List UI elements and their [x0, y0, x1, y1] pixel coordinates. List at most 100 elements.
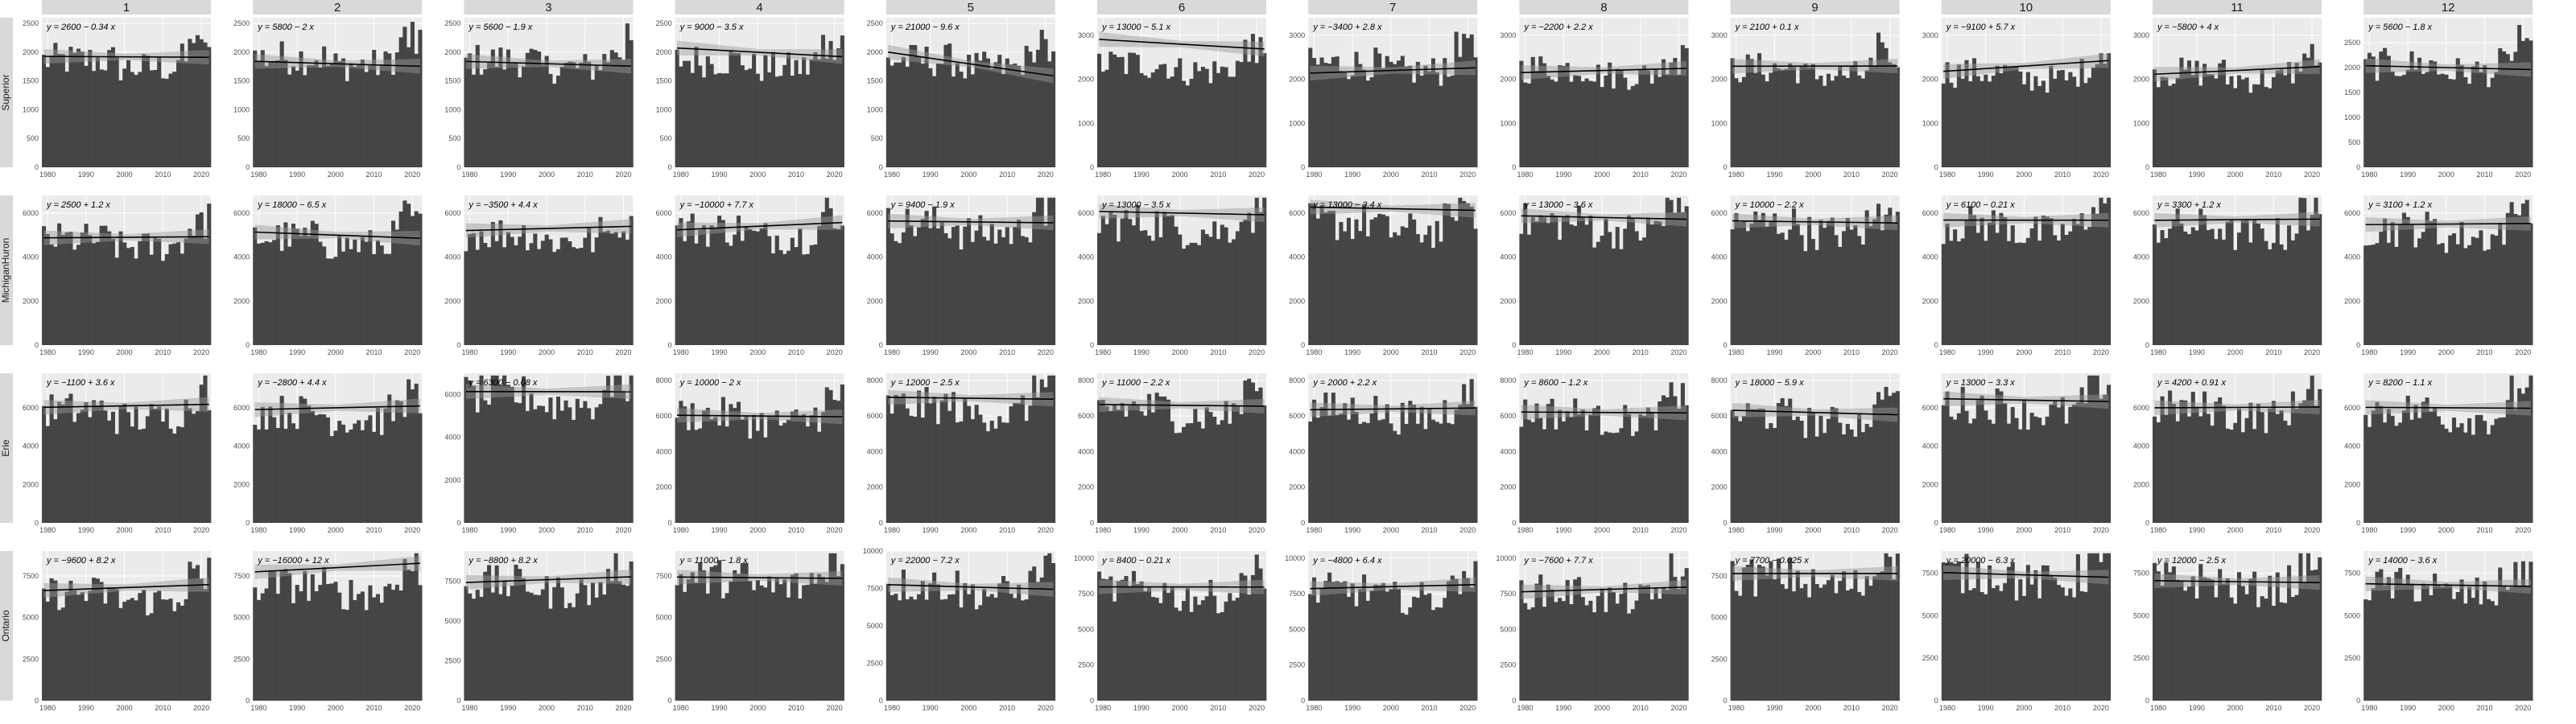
data-bar [997, 55, 1002, 167]
data-bar [1830, 217, 1835, 345]
y-tick-label: 0 [1512, 341, 1516, 349]
regression-equation: y = 3300 + 1.2 x [2157, 200, 2221, 210]
data-bar [2183, 590, 2188, 701]
data-bar [1623, 405, 1628, 523]
data-bar [1427, 71, 1432, 167]
y-tick-label: 3000 [1711, 31, 1728, 39]
data-bar [989, 68, 994, 167]
data-bar [1604, 611, 1608, 701]
data-bar [2056, 585, 2062, 701]
data-bar [2210, 426, 2215, 523]
data-bar [2256, 607, 2260, 701]
data-bar [763, 223, 768, 345]
data-bar [279, 250, 284, 345]
data-bar [1849, 429, 1854, 523]
data-bar [2237, 408, 2242, 523]
data-bar [1108, 410, 1113, 523]
data-bar [368, 230, 373, 345]
data-bar [145, 233, 150, 345]
data-bar [1523, 82, 1528, 167]
data-bar [391, 590, 396, 701]
data-bar [2524, 387, 2529, 523]
data-bar [2386, 577, 2391, 701]
x-tick-label: 1990 [1555, 171, 1571, 179]
y-tick-label: 6000 [233, 404, 250, 412]
data-bar [935, 63, 940, 167]
data-bar [1415, 234, 1420, 345]
data-bar [1150, 412, 1155, 523]
data-bar [114, 589, 119, 701]
data-bar [1104, 406, 1109, 523]
y-tick-label: 0 [1934, 697, 1938, 705]
data-bar [383, 408, 388, 523]
x-tick-label: 1980 [462, 171, 478, 179]
data-bar [1043, 555, 1048, 701]
data-bar [2405, 69, 2410, 167]
y-tick-label: 0 [2145, 697, 2149, 705]
data-bar [1657, 76, 1662, 167]
data-bar [349, 579, 353, 701]
data-bar [2240, 586, 2245, 701]
data-bar [471, 385, 477, 523]
data-bar [993, 243, 998, 345]
data-bar [76, 245, 81, 345]
data-bar [974, 230, 979, 345]
data-bar [325, 584, 330, 701]
data-bar [2198, 208, 2203, 345]
data-bar [813, 407, 818, 523]
data-bar [1526, 419, 1532, 523]
data-bar [1220, 611, 1224, 701]
data-bar [2160, 396, 2165, 523]
y-tick-label: 7500 [1289, 590, 1305, 598]
data-bar [1573, 579, 1578, 701]
data-bar [686, 221, 691, 345]
data-bar [1673, 58, 1678, 167]
data-bar [759, 228, 764, 345]
data-bar [1834, 235, 1839, 345]
data-bar [53, 580, 58, 701]
data-bar [935, 424, 940, 523]
y-tick-label: 2000 [444, 476, 460, 484]
data-bar [625, 239, 630, 345]
data-bar [153, 409, 158, 523]
data-bar [967, 218, 972, 345]
data-bar [1677, 589, 1682, 701]
data-bar [1128, 405, 1133, 523]
data-bar [2025, 72, 2030, 167]
row-strip [0, 373, 13, 523]
data-bar [1592, 612, 1597, 701]
x-tick-label: 2010 [1422, 348, 1438, 356]
data-bar [138, 72, 142, 167]
data-bar [982, 237, 987, 345]
data-bar [80, 592, 85, 701]
data-bar [1523, 203, 1528, 345]
data-bar [2252, 220, 2257, 345]
y-tick-label: 0 [246, 163, 250, 171]
row-strip [0, 551, 13, 701]
data-bar [1346, 596, 1351, 701]
data-bar [2156, 87, 2161, 167]
data-bar [402, 200, 407, 345]
data-bar [303, 228, 308, 345]
data-bar [1684, 206, 1689, 345]
data-bar [1323, 581, 1328, 701]
data-bar [1826, 220, 1831, 345]
y-tick-label: 2000 [1500, 76, 1516, 84]
data-bar [375, 75, 380, 167]
data-bar [609, 50, 614, 167]
data-bar [1193, 409, 1198, 523]
data-bar [1857, 236, 1862, 345]
data-bar [720, 73, 725, 167]
data-bar [1362, 204, 1367, 345]
data-bar [1097, 400, 1102, 523]
data-bar [583, 585, 588, 701]
data-bar [2529, 223, 2533, 345]
data-bar [1097, 53, 1102, 168]
data-bar [1849, 65, 1854, 167]
data-bar [2390, 415, 2395, 523]
data-bar [2156, 422, 2161, 523]
data-bar [2505, 590, 2510, 701]
data-bar [2053, 578, 2058, 701]
data-bar [982, 422, 987, 523]
data-bar [283, 569, 288, 701]
